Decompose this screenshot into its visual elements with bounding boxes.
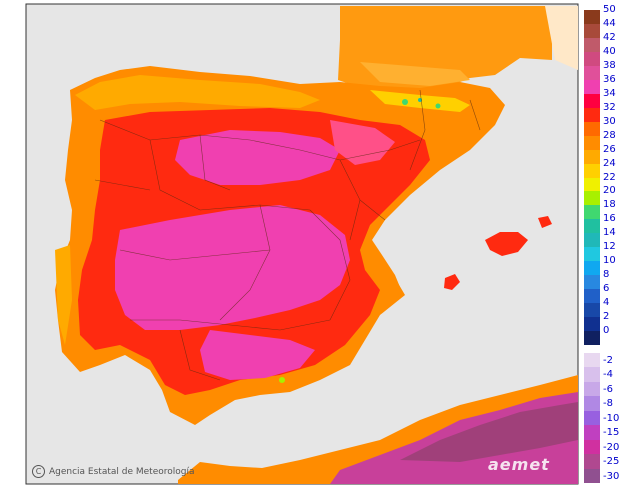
legend-swatch — [584, 93, 600, 109]
legend-swatch — [584, 233, 600, 248]
legend-swatch — [584, 454, 600, 470]
legend-swatch — [584, 51, 600, 67]
legend-tick-label: 24 — [603, 157, 616, 169]
legend-tick-label: 32 — [603, 101, 616, 113]
legend-swatch — [584, 317, 600, 332]
region-borders — [94, 89, 481, 381]
legend-swatch — [584, 10, 600, 25]
legend-swatch — [584, 205, 600, 220]
legend-swatch — [584, 381, 600, 397]
credit-text: C Agencia Estatal de Meteorología — [32, 465, 195, 478]
legend-tick-label: 2 — [603, 311, 610, 323]
legend-tick-label: 10 — [603, 255, 616, 267]
legend-tick-label: 40 — [603, 45, 616, 57]
legend-tick-label: 18 — [603, 199, 616, 211]
legend-swatch — [584, 107, 600, 123]
legend-tick-label: 4 — [603, 297, 610, 309]
legend-tick-label: -15 — [603, 427, 620, 439]
legend-swatch — [584, 396, 600, 412]
france-region — [338, 6, 578, 90]
legend-swatch — [584, 121, 600, 137]
legend-tick-label: -30 — [603, 470, 620, 482]
legend-swatch — [584, 261, 600, 276]
legend-tick-label: 6 — [603, 283, 610, 295]
legend-tick-label: 28 — [603, 129, 616, 141]
legend-tick-label: 12 — [603, 241, 616, 253]
legend-swatch — [584, 275, 600, 290]
legend-tick-label: -4 — [603, 369, 613, 381]
legend-swatch — [584, 247, 600, 262]
north-africa — [178, 375, 578, 484]
legend-tick-label: 22 — [603, 171, 616, 183]
legend-swatch — [584, 149, 600, 165]
legend-swatch — [584, 353, 600, 368]
legend-swatch — [584, 367, 600, 383]
legend-tick-label: 30 — [603, 115, 616, 127]
legend-tick-label: -25 — [603, 456, 620, 468]
legend-tick-label: 26 — [603, 143, 616, 155]
legend-swatch — [584, 289, 600, 304]
legend-tick-label: 38 — [603, 59, 616, 71]
legend-swatch — [584, 331, 600, 346]
aemet-logo: aemet — [488, 455, 550, 474]
legend-tick-label: -2 — [603, 355, 613, 366]
legend-swatch — [584, 163, 600, 178]
legend-swatch — [584, 177, 600, 192]
legend-tick-label: 8 — [603, 269, 610, 281]
legend-tick-label: 20 — [603, 185, 616, 197]
legend-swatch — [584, 468, 600, 484]
legend-swatch — [584, 23, 600, 39]
color-legend: 50 44 42 40 38 36 34 32 30 28 26 24 22 20 18 16 14 12 10 8 6… — [584, 4, 624, 485]
legend-tick-label: 50 — [603, 4, 616, 15]
credit-label: Agencia Estatal de Meteorología — [49, 467, 195, 477]
legend-swatch — [584, 439, 600, 455]
legend-tick-label: 42 — [603, 31, 616, 43]
legend-tick-label: -6 — [603, 383, 613, 395]
legend-tick-label: 0 — [603, 325, 610, 337]
legend-swatch — [584, 303, 600, 318]
legend-swatch — [584, 135, 600, 151]
legend-swatch — [584, 410, 600, 426]
legend-swatch — [584, 65, 600, 81]
legend-tick-label: -8 — [603, 398, 613, 410]
legend-swatch — [584, 219, 600, 234]
legend-tick-label: 36 — [603, 73, 616, 85]
legend-tick-label: -10 — [603, 412, 620, 424]
balearic-islands — [444, 216, 552, 290]
legend-tick-label: 16 — [603, 213, 616, 225]
legend-swatch — [584, 79, 600, 95]
legend-swatch — [584, 191, 600, 206]
legend-tick-label: 34 — [603, 87, 616, 99]
legend-tick-label: 44 — [603, 17, 616, 29]
legend-tick-label: -20 — [603, 441, 620, 453]
copyright-icon: C — [32, 465, 45, 478]
legend-swatch — [584, 37, 600, 53]
legend-tick-label: 14 — [603, 227, 616, 239]
legend-swatch — [584, 425, 600, 441]
